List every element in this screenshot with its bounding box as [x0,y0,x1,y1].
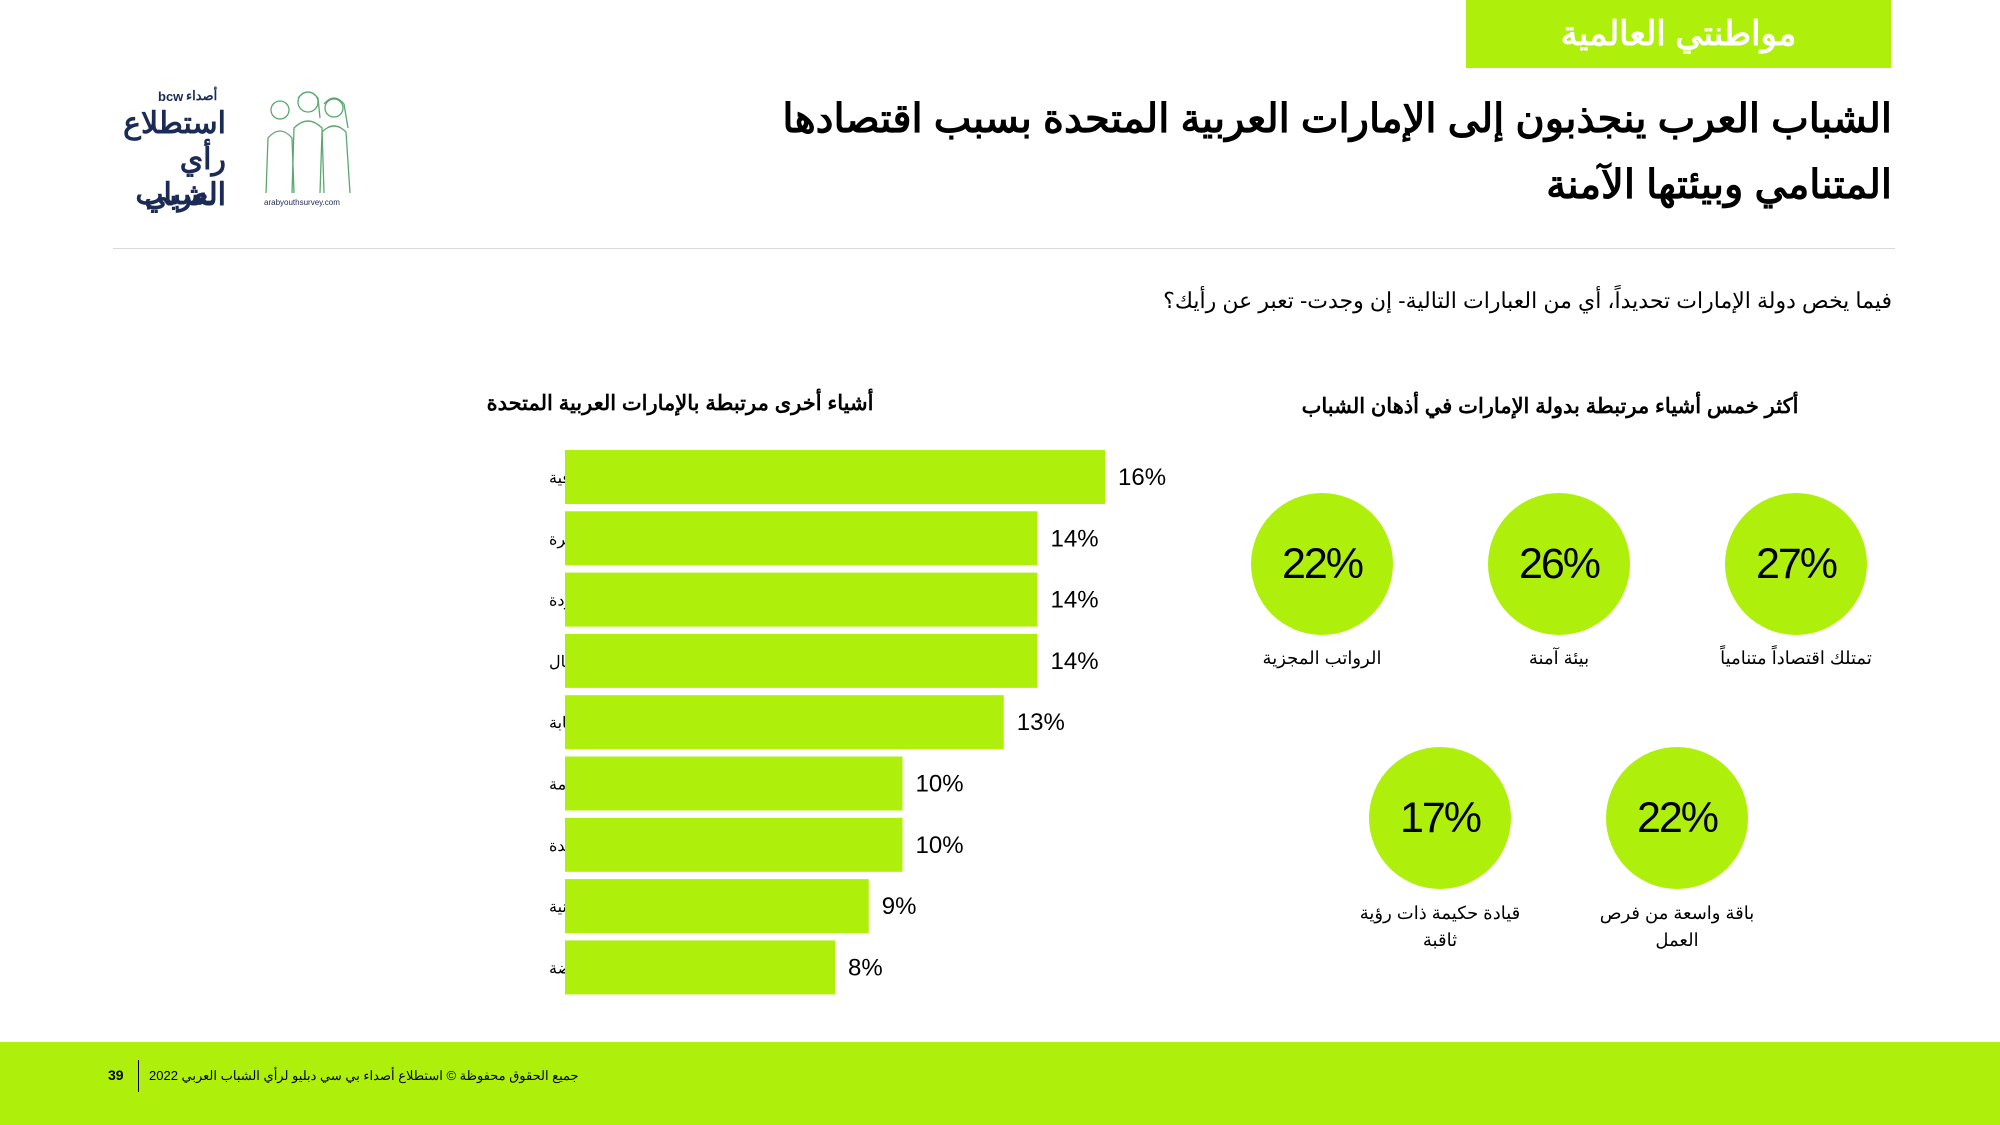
bubble-circle: 26% [1488,493,1630,635]
logo-brand: أصداء [186,88,218,103]
bar [565,756,903,811]
bar-chart-title: أشياء أخرى مرتبطة بالإمارات العربية المت… [486,392,874,415]
page-number: 39 [108,1067,124,1083]
logo-line-1: استطلاع [123,107,226,140]
bubble-circle: 17% [1369,747,1511,889]
logo-bcw: bcw [158,89,184,104]
bar-value-label: 13% [1017,709,1065,736]
bar-value-label: 14% [1051,587,1099,614]
section-tab: مواطنتي العالمية [1466,0,1891,68]
bar [565,817,903,872]
bubble-circle: 22% [1606,747,1748,889]
bar-chart: احترام التقاليد الثقافية16%وجهة مميزة لت… [549,450,1166,995]
bubble-label: بيئة آمنة [1528,648,1590,668]
bar-value-label: 9% [882,893,917,920]
bar-value-label: 10% [916,832,964,859]
bar [565,940,835,995]
bar [565,879,869,934]
bar-value-label: 14% [1051,648,1099,675]
bubble-chart-title: أكثر خمس أشياء مرتبطة بدولة الإمارات في … [1301,395,1799,418]
bubble-label: الرواتب المجزية [1262,648,1382,668]
footer-separator [138,1060,139,1092]
bubble-circle: 27% [1725,493,1867,635]
bar-value-label: 8% [848,954,883,981]
bar [565,633,1038,688]
bubble-label: تمتلك اقتصاداً متنامياً [1720,648,1872,668]
page-title-line-1: الشباب العرب ينجذبون إلى الإمارات العربي… [782,97,1892,141]
page-title-line-2: المتنامي وبيئتها الآمنة [1546,163,1892,207]
bar [565,572,1038,627]
footer: 39 جميع الحقوق محفوظة © استطلاع أصداء بي… [0,1042,2000,1125]
youth-figures-illustration [265,91,351,194]
page-title: الشباب العرب ينجذبون إلى الإمارات العربي… [692,86,1892,218]
survey-question: فيما يخص دولة الإمارات تحديداً، أي من ال… [1163,288,1892,313]
bar [565,511,1038,566]
footer-copyright: جميع الحقوق محفوظة © استطلاع أصداء بي سي… [149,1068,579,1083]
logo-url: arabyouthsurvey.com [264,198,340,207]
logo-line-3: العربي [144,179,226,212]
bubble-label: باقة واسعة من فرص العمل [1599,903,1755,950]
bar [565,695,1004,750]
bubble-label: قيادة حكيمة ذات رؤية ثاقبة [1359,903,1521,950]
bubble-circle: 22% [1251,493,1393,635]
bar-value-label: 16% [1118,464,1166,491]
bar-value-label: 10% [916,771,964,798]
bar [565,450,1105,504]
header-divider [113,248,1895,249]
bar-value-label: 14% [1051,525,1099,552]
logo-line-2: رأي الشباب [135,143,226,211]
survey-logo: bcw أصداء استطلاع رأي الشباب العربي arab… [110,84,360,214]
